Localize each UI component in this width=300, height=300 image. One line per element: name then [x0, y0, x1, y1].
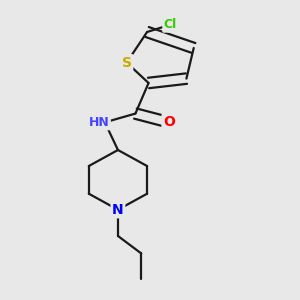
Text: S: S — [122, 56, 132, 70]
Text: O: O — [163, 115, 175, 129]
Text: Cl: Cl — [164, 18, 177, 31]
Text: HN: HN — [88, 116, 110, 129]
Text: N: N — [112, 203, 124, 217]
